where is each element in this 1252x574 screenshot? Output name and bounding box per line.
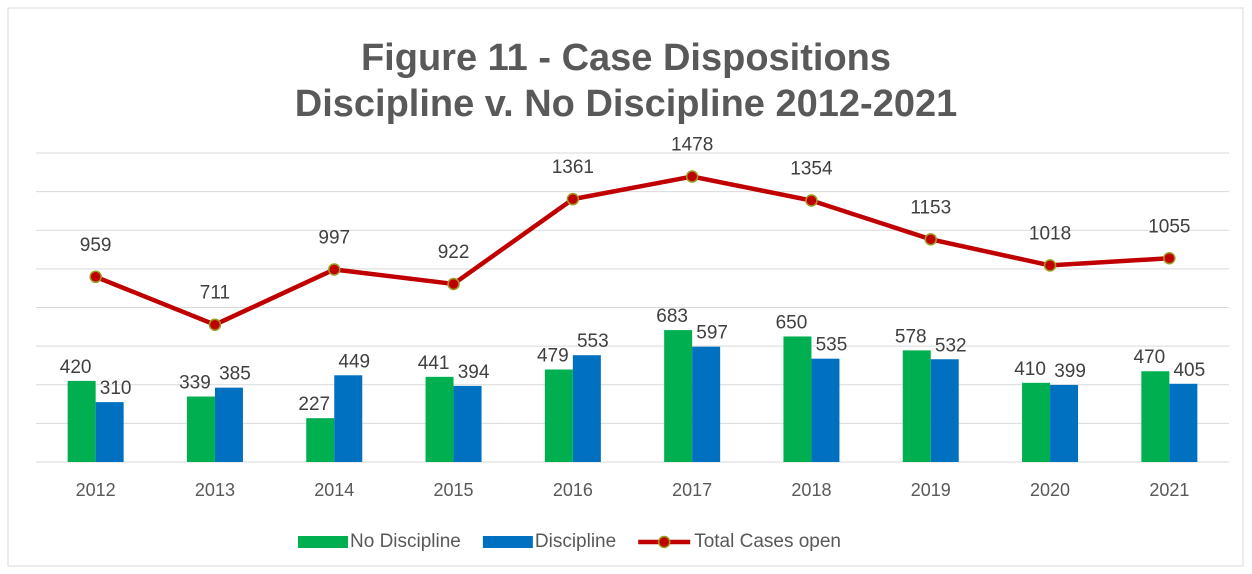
x-tick-label: 2015 — [434, 480, 474, 500]
data-label: 394 — [458, 362, 490, 383]
line-marker — [924, 233, 937, 246]
chart-title: Discipline v. No Discipline 2012-2021 — [295, 83, 957, 125]
bar — [453, 385, 482, 462]
data-label: 959 — [80, 235, 112, 256]
line-marker — [447, 277, 460, 291]
line-marker — [1163, 252, 1176, 265]
x-tick-label: 2016 — [553, 480, 593, 500]
data-label: 399 — [1054, 361, 1086, 382]
data-label: 310 — [100, 378, 132, 399]
line-marker — [328, 263, 341, 276]
data-label: 532 — [935, 335, 967, 356]
data-label: 339 — [179, 373, 211, 394]
bar — [811, 358, 840, 462]
bar — [67, 380, 96, 462]
data-label: 578 — [895, 326, 927, 347]
line — [94, 174, 1170, 328]
data-label: 441 — [418, 353, 450, 374]
data-label: 535 — [816, 335, 848, 356]
data-label: 449 — [338, 351, 370, 372]
bar — [425, 376, 454, 462]
bar — [334, 375, 363, 462]
data-label: 410 — [1014, 359, 1046, 380]
x-tick-label: 2017 — [672, 480, 712, 500]
chart-title: Figure 11 - Case Dispositions — [361, 37, 891, 79]
line-marker — [566, 192, 580, 206]
x-tick-label: 2020 — [1030, 480, 1070, 500]
bar — [572, 355, 601, 462]
data-label: 1153 — [910, 197, 951, 218]
legend-label: Total Cases open — [694, 531, 841, 552]
bar — [1169, 383, 1198, 462]
bar — [783, 336, 812, 462]
data-label: 479 — [537, 346, 569, 367]
data-label: 922 — [438, 242, 470, 263]
legend-swatch — [298, 536, 348, 548]
data-label: 597 — [696, 323, 728, 344]
x-tick-label: 2019 — [911, 480, 951, 500]
bar — [664, 330, 693, 462]
legend-swatch — [482, 536, 533, 548]
line-marker — [89, 270, 102, 284]
x-tick-label: 2014 — [314, 480, 354, 500]
chart-frame — [7, 7, 1244, 567]
x-tick-label: 2012 — [76, 480, 116, 500]
data-label: 470 — [1133, 347, 1165, 368]
line-marker — [685, 170, 699, 183]
bar — [186, 396, 215, 462]
data-label: 1354 — [790, 159, 833, 180]
bar — [544, 369, 573, 462]
x-tick-label: 2018 — [791, 480, 831, 500]
legend-label: Discipline — [535, 531, 616, 552]
line-marker — [1043, 259, 1057, 272]
bar — [1022, 382, 1051, 462]
data-label: 711 — [200, 283, 230, 304]
x-tick-label: 2013 — [195, 480, 235, 500]
data-label: 1055 — [1148, 216, 1190, 237]
data-label: 1361 — [552, 157, 594, 178]
bar — [1141, 371, 1170, 462]
data-label: 997 — [318, 227, 350, 248]
legend-swatch — [657, 535, 671, 549]
data-label: 420 — [60, 357, 92, 378]
data-label: 227 — [298, 394, 330, 415]
data-label: 683 — [656, 306, 688, 327]
bar — [95, 402, 124, 462]
bar — [214, 387, 243, 462]
bar — [306, 418, 335, 462]
line-marker — [805, 194, 818, 207]
data-label: 385 — [219, 364, 251, 385]
data-label: 405 — [1173, 360, 1205, 381]
data-label: 1018 — [1029, 223, 1071, 244]
bar — [930, 359, 959, 462]
bar — [692, 346, 721, 462]
bar — [1050, 384, 1079, 462]
x-tick-label: 2021 — [1149, 480, 1189, 500]
legend-label: No Discipline — [350, 531, 461, 552]
line-marker — [208, 318, 222, 331]
data-label: 650 — [776, 312, 808, 333]
bar — [902, 350, 931, 462]
data-label: 553 — [577, 331, 609, 352]
data-label: 1478 — [671, 135, 713, 156]
